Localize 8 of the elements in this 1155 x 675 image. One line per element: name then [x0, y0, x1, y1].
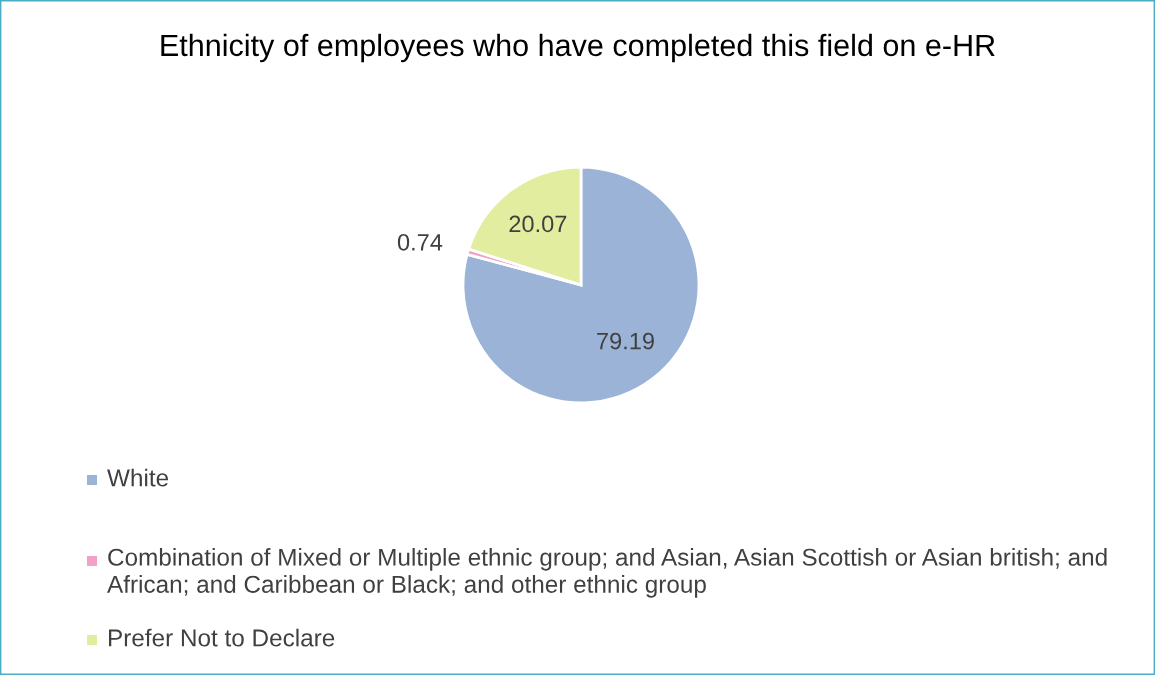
pie-slice	[461, 165, 701, 405]
data-label: 79.19	[597, 332, 654, 350]
data-label: 0.74	[397, 233, 443, 251]
chart-title: Ethnicity of employees who have completed this field on e-HR	[161, 33, 995, 63]
data-label: 20.07	[509, 215, 567, 233]
legend-label: White	[107, 468, 169, 487]
legend-label: Prefer Not to Declare	[108, 628, 335, 647]
legend-label: Combination of Mixed or Multiple ethnic group; and Asian, Asian Scottish or Asian british; and African; and Caribbean or Black; and other ethnic group	[107, 548, 1107, 598]
